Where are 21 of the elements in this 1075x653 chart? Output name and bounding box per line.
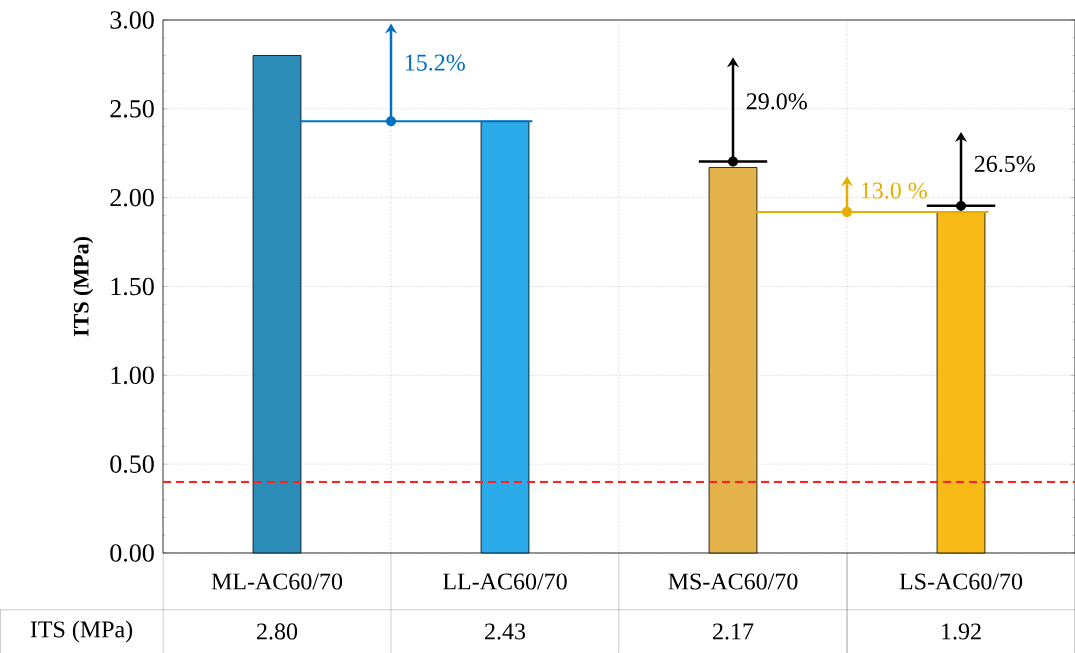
annotation: 15.2% — [405, 54, 465, 71]
annotation: 26.5% — [974, 155, 1035, 173]
data-label: 1.92 — [942, 623, 981, 640]
x-tick-label: ML-AC60/70 — [211, 573, 343, 590]
data-label: 2.80 — [257, 623, 298, 640]
x-tick-label: LL-AC60/70 — [443, 573, 567, 590]
y-tick-label: 1.50 — [111, 277, 154, 296]
data-label: 2.17 — [713, 623, 754, 640]
annotation: 29.0% — [746, 93, 807, 110]
text: ITS (MPa) — [30, 620, 133, 643]
annotation: 13.0 % — [861, 182, 927, 199]
y-tick-label: 2.50 — [110, 99, 154, 118]
y-tick-label: 1.00 — [111, 366, 154, 385]
x-tick-label: LS-AC60/70 — [899, 573, 1023, 590]
y-tick-label: 0.00 — [110, 544, 154, 562]
y-tick-label: 2.00 — [110, 188, 154, 207]
data-label: 2.43 — [485, 623, 526, 640]
y-tick-label: 3.00 — [110, 11, 154, 29]
x-tick-label: MS-AC60/70 — [668, 573, 798, 590]
y-axis-title: ITS (MPa) — [73, 237, 94, 337]
y-tick-label: 0.50 — [110, 455, 154, 473]
